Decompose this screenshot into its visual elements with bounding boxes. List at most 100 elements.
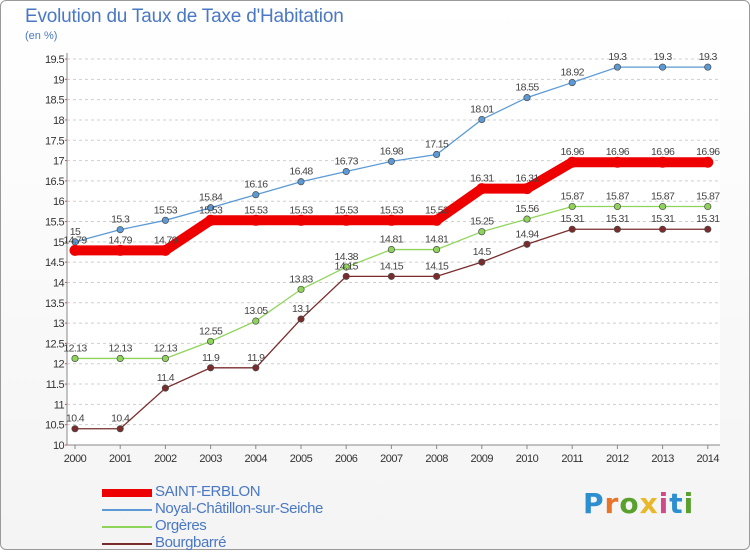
data-point (613, 202, 621, 211)
data-label: 12.13 (109, 342, 133, 354)
data-label: 13.05 (244, 305, 268, 317)
data-point (340, 214, 352, 226)
y-tick-label: 17.5 (45, 135, 64, 147)
data-label: 15.3 (111, 214, 130, 226)
chart-subtitle: (en %) (25, 30, 58, 42)
data-label: 13.1 (292, 303, 311, 315)
data-point (207, 364, 215, 372)
y-tick-label: 19.5 (45, 54, 64, 66)
data-label: 14.81 (425, 234, 449, 246)
x-tick-label: 2004 (245, 453, 268, 465)
data-point (611, 156, 623, 168)
y-tick-label: 12.5 (45, 338, 64, 350)
y-tick-label: 10.5 (45, 420, 64, 432)
logo-letter: i (658, 487, 670, 520)
data-label: 15.31 (561, 213, 585, 225)
x-tick-label: 2005 (290, 453, 313, 465)
data-label: 17.15 (425, 138, 449, 150)
data-label: 16.96 (606, 146, 630, 158)
y-tick-label: 16 (53, 196, 65, 208)
data-point (161, 354, 169, 363)
data-label: 16.73 (335, 156, 359, 168)
y-tick-label: 18 (53, 115, 65, 127)
data-point (207, 204, 215, 212)
y-tick-label: 15.5 (45, 217, 64, 229)
y-tick-label: 18.5 (45, 95, 64, 107)
data-label: 11.9 (202, 352, 220, 364)
x-tick-label: 2006 (335, 453, 358, 465)
logo-letter: x (639, 487, 659, 520)
data-point (116, 354, 124, 363)
data-point (385, 214, 397, 226)
data-point (613, 225, 621, 233)
data-point (387, 157, 395, 165)
y-tick-label: 15 (53, 237, 65, 249)
data-point (342, 167, 350, 176)
data-label: 15.87 (561, 190, 585, 202)
legend-label: Orgères (155, 517, 207, 534)
y-tick-label: 12 (53, 359, 65, 371)
data-label: 18.55 (515, 82, 539, 94)
x-tick-label: 2008 (425, 453, 448, 465)
y-tick-label: 11.5 (46, 379, 65, 391)
data-label: 18.01 (470, 104, 494, 116)
data-label: 14.15 (425, 260, 449, 272)
data-point (523, 94, 531, 102)
data-point (207, 337, 215, 345)
data-point (387, 246, 395, 254)
data-point (659, 63, 667, 71)
x-tick-label: 2000 (64, 453, 87, 465)
data-label: 10.4 (111, 413, 130, 425)
data-point (476, 183, 488, 195)
legend-swatch-noyal (102, 509, 152, 511)
data-point (566, 156, 578, 168)
data-label: 15.53 (380, 204, 404, 216)
data-point (433, 272, 441, 280)
data-label: 14.94 (515, 228, 539, 240)
logo-letter: r (604, 487, 620, 520)
data-point (297, 315, 305, 323)
data-point (205, 214, 217, 226)
data-label: 16.96 (651, 146, 675, 158)
y-tick-label: 11 (54, 399, 65, 411)
data-point (568, 225, 576, 233)
data-point (69, 244, 81, 256)
data-label: 14.15 (380, 260, 404, 272)
data-label: 16.96 (561, 146, 585, 158)
data-label: 15.53 (425, 204, 449, 216)
data-point (433, 246, 441, 254)
data-point (159, 244, 171, 256)
x-tick-label: 2014 (697, 453, 720, 465)
legend-label: SAINT-ERBLON (155, 483, 261, 500)
y-tick-label: 16.5 (45, 176, 64, 188)
x-tick-label: 2002 (154, 453, 177, 465)
data-point (478, 115, 486, 124)
x-tick-label: 2009 (471, 453, 494, 465)
data-point (71, 354, 79, 363)
data-label: 14.81 (380, 234, 404, 246)
data-label: 12.13 (63, 342, 87, 354)
data-point (568, 202, 576, 211)
data-point (657, 156, 669, 168)
data-label: 15.31 (606, 213, 630, 225)
y-tick-label: 13.5 (45, 298, 64, 310)
data-label: 15.87 (696, 190, 720, 202)
data-label: 15.53 (244, 204, 268, 216)
data-label: 14.5 (473, 246, 492, 258)
legend-swatch-orgeres (102, 526, 152, 528)
data-point (342, 272, 350, 280)
data-point (659, 225, 667, 233)
y-tick-label: 14.5 (45, 257, 64, 269)
y-tick-label: 19 (53, 74, 65, 86)
data-label: 14.79 (63, 234, 87, 246)
data-label: 13.83 (289, 273, 313, 285)
x-tick-label: 2007 (380, 453, 403, 465)
x-tick-label: 2010 (516, 453, 539, 465)
data-label: 15.56 (515, 203, 539, 215)
x-tick-label: 2001 (109, 453, 132, 465)
data-point (478, 228, 486, 236)
data-label: 16.96 (696, 146, 720, 158)
data-point (250, 214, 262, 226)
data-point (114, 244, 126, 256)
